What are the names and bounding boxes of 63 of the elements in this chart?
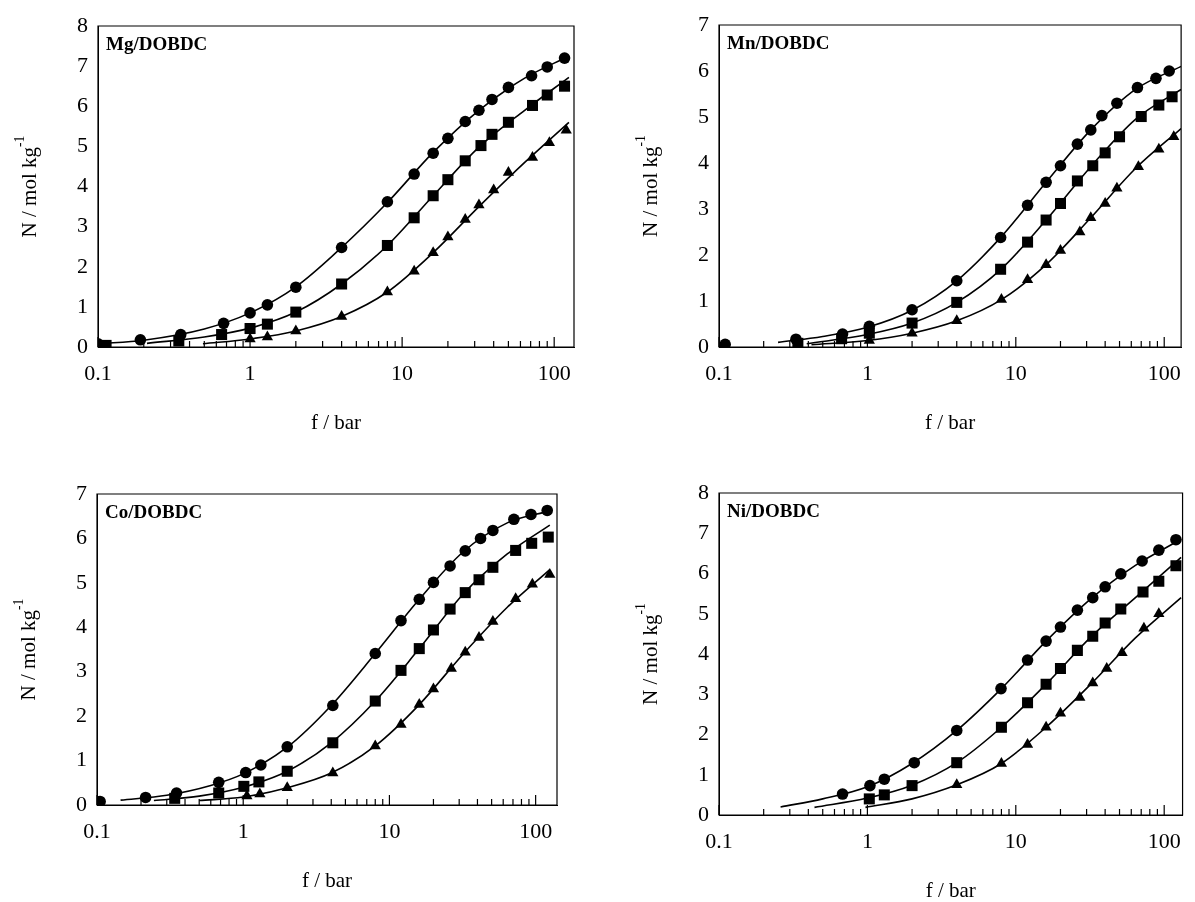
y-tick-label: 6 — [77, 92, 88, 118]
y-tick-label: 2 — [698, 720, 709, 746]
y-tick-label: 0 — [76, 790, 87, 816]
y-tick-label: 3 — [698, 680, 709, 706]
y-axis-title: N / mol kg-1 — [633, 135, 662, 237]
y-tick-label: 1 — [698, 760, 709, 786]
y-tick-label: 4 — [698, 639, 709, 665]
chart-title: Mn/DOBDC — [727, 32, 830, 53]
y-tick-label: 0 — [698, 332, 709, 358]
y-tick-label: 5 — [77, 132, 88, 158]
x-tick-label: 100 — [519, 817, 553, 843]
y-tick-label: 7 — [77, 51, 88, 77]
y-tick-label: 5 — [76, 568, 87, 594]
y-axis-title: N / mol kg-1 — [633, 603, 662, 705]
y-tick-label: 4 — [77, 172, 88, 198]
x-tick-label: 1 — [237, 817, 249, 843]
x-tick-label: 100 — [537, 359, 571, 385]
y-tick-label: 6 — [698, 56, 709, 82]
x-tick-label: 0.1 — [83, 817, 111, 843]
y-tick-label: 7 — [698, 10, 709, 36]
x-tick-label: 0.1 — [705, 827, 733, 853]
x-tick-label: 10 — [391, 359, 414, 385]
x-axis-title: f / bar — [924, 409, 976, 434]
y-axis-title: N / mol kg-1 — [12, 135, 41, 238]
x-tick-label: 0.1 — [84, 359, 112, 385]
y-axis-title: N / mol kg-1 — [11, 598, 40, 701]
y-tick-label: 1 — [698, 286, 709, 312]
line-series — [202, 121, 570, 345]
x-tick-label: 100 — [1147, 359, 1181, 385]
y-tick-label: 6 — [698, 559, 709, 585]
y-tick-label: 7 — [76, 479, 87, 505]
chart-title: Co/DOBDC — [105, 501, 203, 522]
x-axis-title: f / bar — [925, 877, 976, 902]
chart-title: Ni/DOBDC — [727, 500, 820, 521]
y-tick-label: 2 — [76, 701, 87, 727]
x-tick-label: 0.1 — [705, 359, 733, 385]
chart-title: Mg/DOBDC — [106, 33, 208, 54]
x-tick-label: 100 — [1147, 827, 1181, 853]
y-tick-label: 8 — [698, 478, 709, 504]
x-tick-label: 1 — [244, 359, 256, 385]
y-tick-label: 1 — [77, 292, 88, 318]
y-tick-label: 3 — [698, 194, 709, 220]
y-tick-label: 4 — [76, 613, 87, 639]
y-tick-label: 5 — [698, 599, 709, 625]
y-tick-label: 0 — [77, 332, 88, 358]
y-tick-label: 2 — [77, 252, 88, 278]
x-tick-label: 10 — [378, 817, 401, 843]
x-tick-label: 10 — [1004, 827, 1027, 853]
y-tick-label: 3 — [77, 212, 88, 238]
y-tick-label: 8 — [77, 11, 88, 37]
y-tick-label: 4 — [698, 148, 709, 174]
x-tick-label: 1 — [861, 827, 873, 853]
y-tick-label: 1 — [76, 746, 87, 772]
y-tick-label: 7 — [698, 519, 709, 545]
y-tick-label: 0 — [698, 800, 709, 826]
x-axis-title: f / bar — [310, 409, 362, 434]
y-tick-label: 6 — [76, 524, 87, 550]
x-tick-label: 10 — [1004, 359, 1027, 385]
x-tick-label: 1 — [861, 359, 873, 385]
y-tick-label: 2 — [698, 240, 709, 266]
x-axis-title: f / bar — [301, 867, 353, 892]
y-tick-label: 5 — [698, 102, 709, 128]
y-tick-label: 3 — [76, 657, 87, 683]
